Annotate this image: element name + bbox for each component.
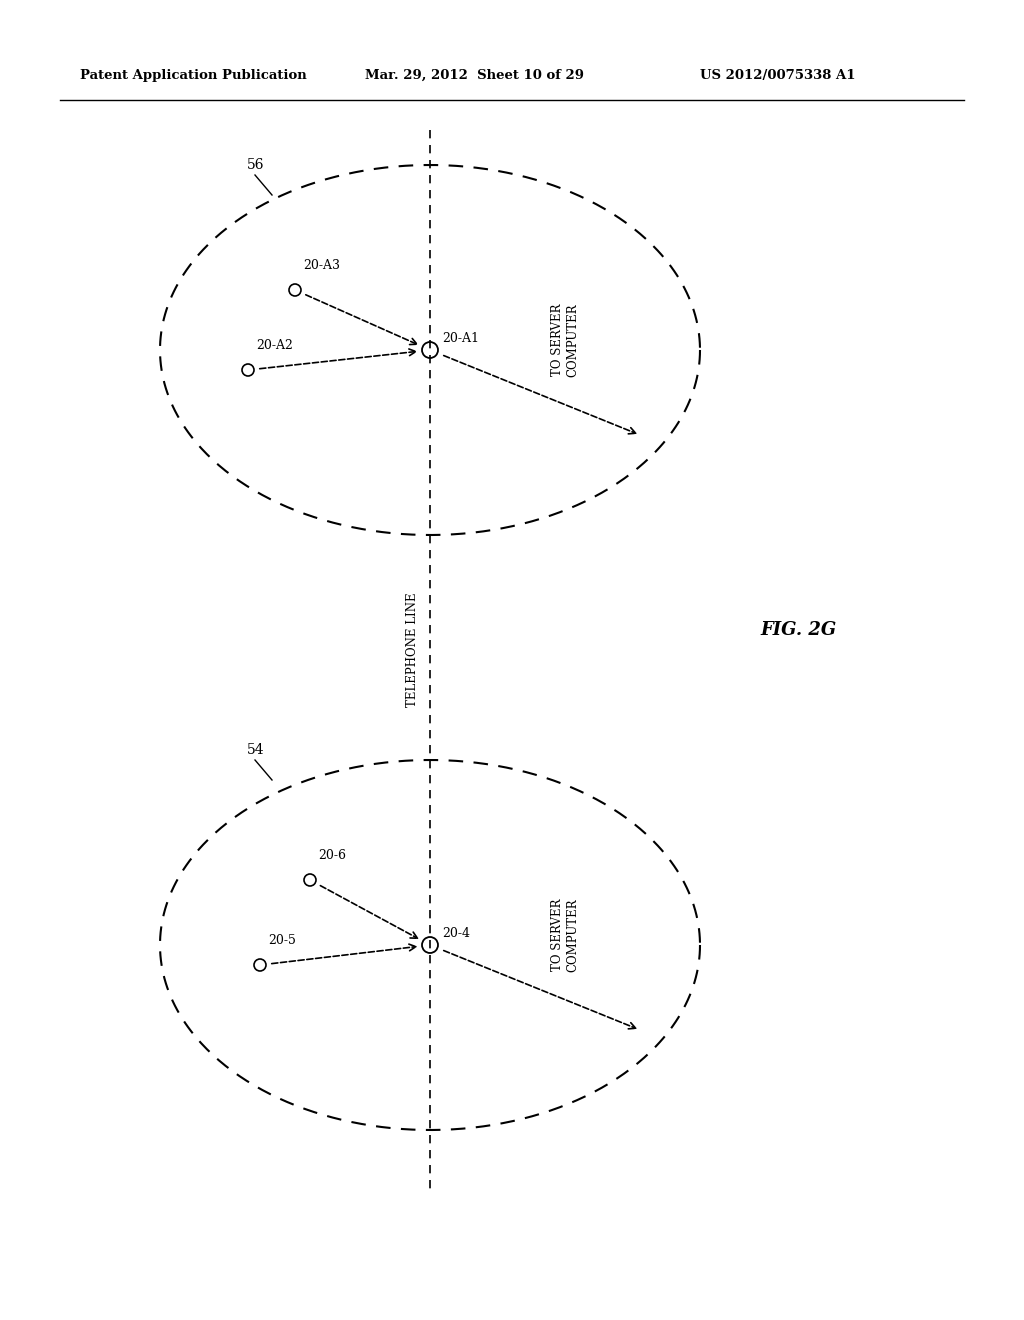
Text: 20-6: 20-6 [318, 849, 346, 862]
Text: 20-A1: 20-A1 [442, 333, 479, 345]
Text: 56: 56 [247, 158, 264, 172]
Text: US 2012/0075338 A1: US 2012/0075338 A1 [700, 69, 855, 82]
Text: 20-A2: 20-A2 [256, 339, 293, 352]
Text: 20-5: 20-5 [268, 935, 296, 946]
Text: 20-4: 20-4 [442, 927, 470, 940]
Text: TO SERVER
COMPUTER: TO SERVER COMPUTER [551, 304, 579, 376]
Text: TELEPHONE LINE: TELEPHONE LINE [406, 593, 419, 708]
Text: Mar. 29, 2012  Sheet 10 of 29: Mar. 29, 2012 Sheet 10 of 29 [365, 69, 584, 82]
Text: Patent Application Publication: Patent Application Publication [80, 69, 307, 82]
Text: 20-A3: 20-A3 [303, 259, 340, 272]
Text: FIG. 2G: FIG. 2G [760, 620, 837, 639]
Text: 54: 54 [247, 743, 264, 756]
Text: TO SERVER
COMPUTER: TO SERVER COMPUTER [551, 898, 579, 972]
